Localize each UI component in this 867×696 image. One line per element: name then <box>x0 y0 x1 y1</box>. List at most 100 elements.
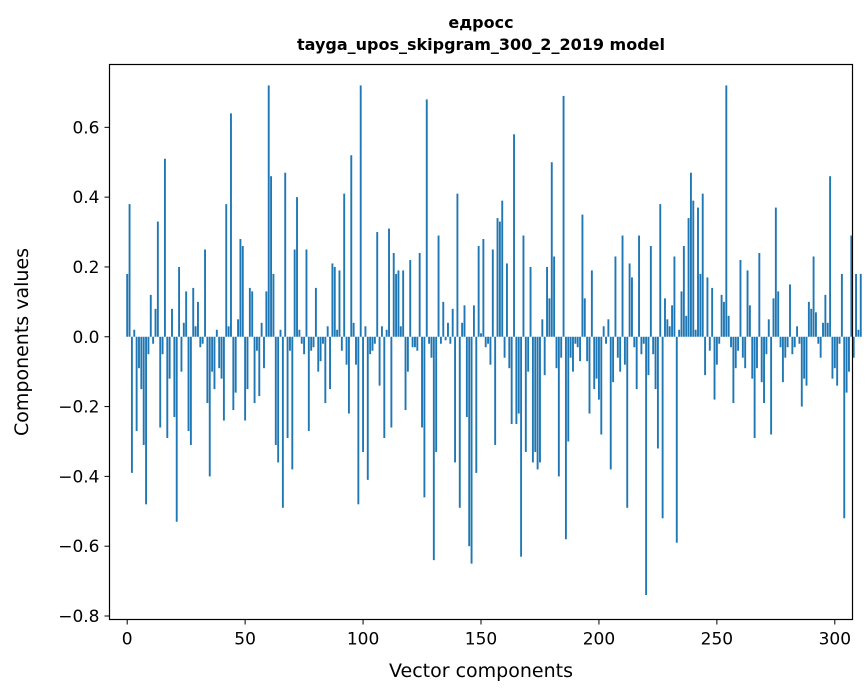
bar <box>312 336 315 348</box>
bar <box>687 218 690 337</box>
bar <box>765 336 768 355</box>
bar <box>689 172 692 337</box>
bar <box>699 273 702 337</box>
bar <box>666 319 669 337</box>
x-axis-label: Vector components <box>389 660 573 682</box>
bar <box>362 336 365 452</box>
bar <box>796 326 799 337</box>
bar <box>777 291 780 337</box>
bar <box>708 336 711 351</box>
bar <box>489 336 492 365</box>
bar <box>619 336 622 372</box>
bar <box>397 270 400 337</box>
bar <box>388 228 390 337</box>
bar <box>371 336 374 351</box>
bar <box>383 336 386 438</box>
bar <box>852 336 855 358</box>
bar <box>333 266 336 337</box>
bar <box>803 336 806 379</box>
bar <box>437 235 440 337</box>
bar <box>239 239 242 337</box>
bar <box>355 336 357 365</box>
bar <box>218 336 221 369</box>
bar <box>756 336 758 369</box>
x-tick-label: 100 <box>347 630 379 650</box>
bar <box>763 336 765 404</box>
bar <box>727 315 730 337</box>
bar <box>739 259 742 337</box>
bar <box>142 336 145 445</box>
bar <box>515 336 518 425</box>
bar <box>732 336 735 404</box>
bar <box>463 305 466 337</box>
y-tick-label: 0.0 <box>72 328 99 348</box>
bar <box>378 336 381 386</box>
bar <box>675 336 678 543</box>
bar <box>477 246 480 337</box>
x-tick-label: 0 <box>122 630 133 650</box>
bar <box>206 336 209 404</box>
bar <box>829 176 832 337</box>
bar <box>227 326 230 337</box>
bar <box>506 263 508 337</box>
bar <box>855 273 857 337</box>
bar <box>555 336 558 369</box>
bar <box>850 235 853 337</box>
bar <box>364 326 367 337</box>
bar <box>557 336 560 477</box>
bar <box>614 256 617 337</box>
bar <box>560 336 563 358</box>
bar <box>303 336 306 355</box>
bar <box>819 336 822 358</box>
bar <box>185 291 188 337</box>
bar <box>258 336 261 397</box>
bar <box>298 329 301 337</box>
bar <box>439 336 442 344</box>
bar <box>833 336 836 369</box>
bar <box>685 315 688 337</box>
bar <box>197 301 199 337</box>
bar <box>326 326 329 337</box>
y-tick-label: 0.6 <box>72 118 99 138</box>
bar <box>277 336 280 463</box>
bar <box>149 294 152 337</box>
bar <box>350 155 353 337</box>
bar <box>421 336 423 428</box>
bar <box>517 336 520 414</box>
chart-subtitle: tayga_upos_skipgram_300_2_2019 model <box>297 35 665 54</box>
bar <box>770 336 773 435</box>
bar <box>194 326 197 337</box>
bar <box>347 336 350 414</box>
bar <box>668 326 671 337</box>
bar <box>322 336 324 344</box>
bar <box>173 336 176 418</box>
bar <box>843 336 846 519</box>
y-tick-label: −0.8 <box>58 607 99 627</box>
bar <box>270 176 273 337</box>
bar <box>430 336 433 358</box>
bar <box>402 270 405 337</box>
bar <box>706 277 709 337</box>
bar <box>156 221 159 337</box>
bar <box>697 207 699 337</box>
bar <box>338 270 341 337</box>
bar <box>753 336 756 438</box>
bar <box>178 266 181 337</box>
bar <box>694 329 697 337</box>
bar <box>267 85 270 337</box>
bar <box>718 336 721 344</box>
bar <box>621 235 624 337</box>
bar <box>609 336 612 470</box>
bar <box>472 305 475 337</box>
bar <box>529 266 532 337</box>
bar <box>357 336 360 505</box>
y-tick-label: 0.4 <box>72 188 99 208</box>
x-tick-label: 200 <box>583 630 615 650</box>
bar <box>204 249 206 337</box>
bar <box>399 326 402 337</box>
bar <box>281 336 284 508</box>
bar <box>508 336 511 369</box>
bar <box>234 336 237 393</box>
bar <box>590 270 593 337</box>
bar <box>189 336 192 445</box>
